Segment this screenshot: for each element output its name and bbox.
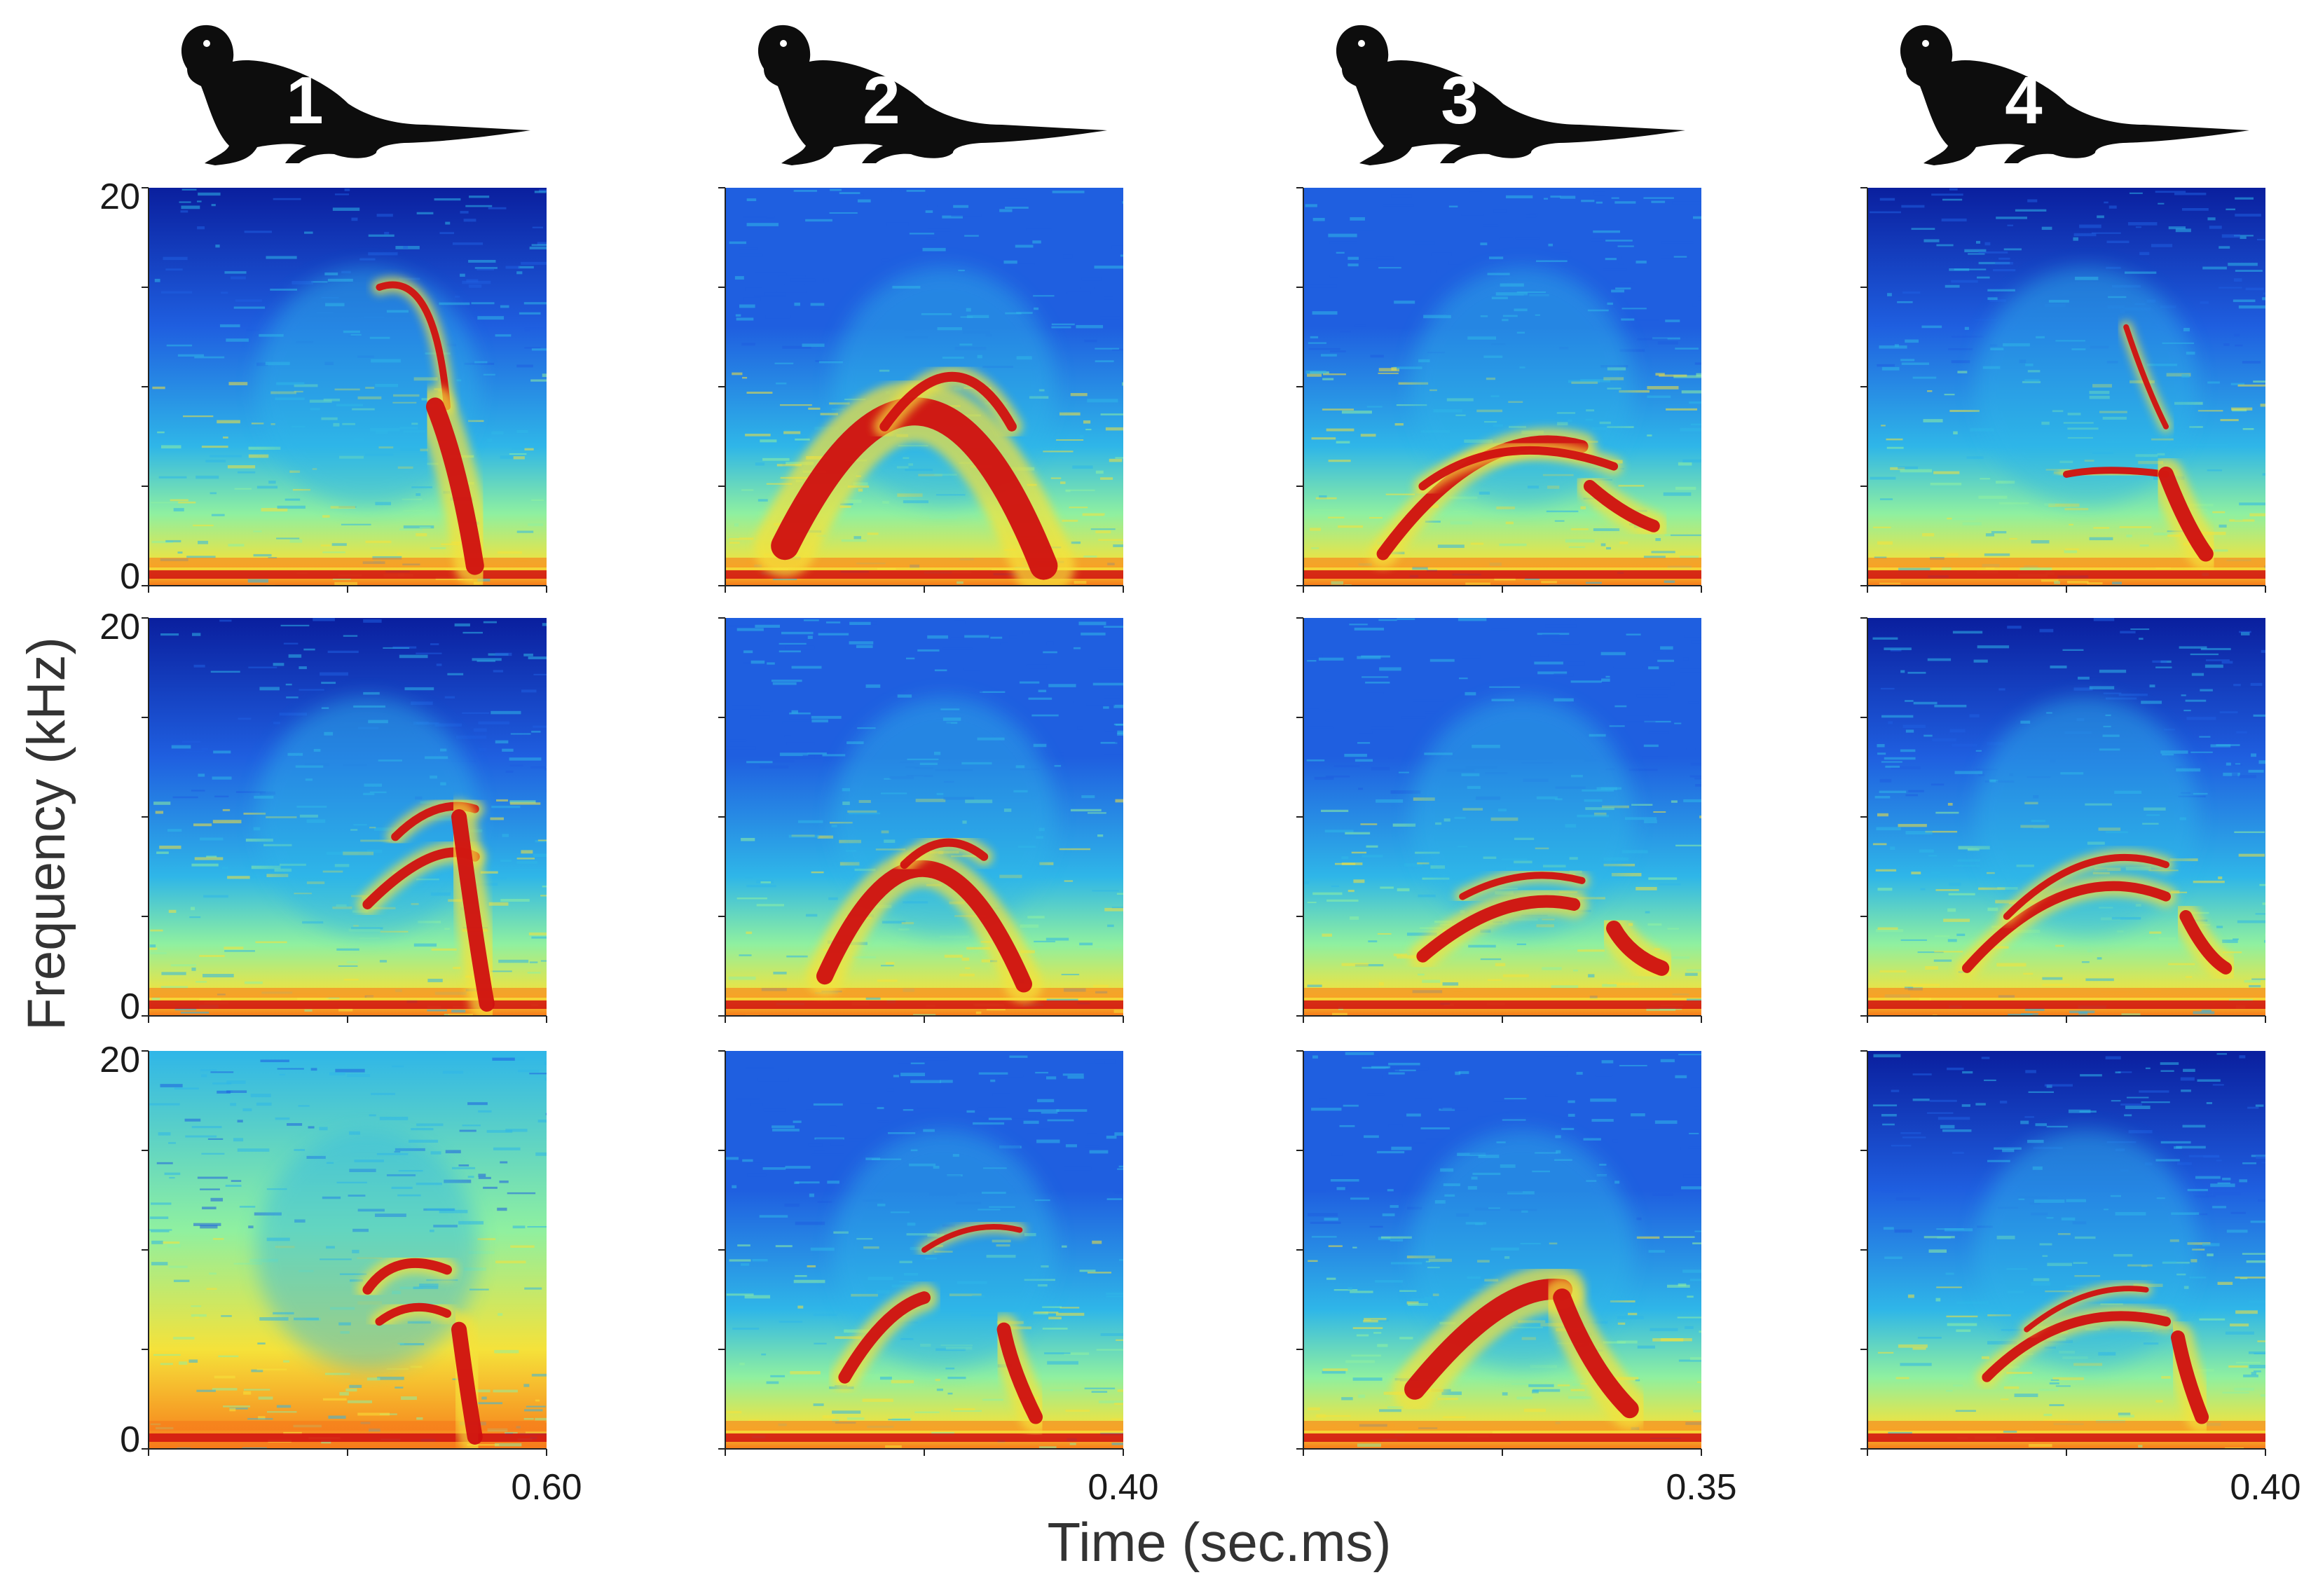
- y-tick-label: 0: [120, 986, 140, 1027]
- spectrogram-panel: [1296, 617, 1702, 1023]
- individual-number: 1: [286, 63, 323, 138]
- y-tick-label: 20: [100, 607, 140, 647]
- individual-number: 3: [1441, 63, 1478, 138]
- otter-icon: 1: [181, 25, 530, 166]
- spectrogram-panel: [718, 617, 1124, 1023]
- y-tick-label: 0: [120, 556, 140, 597]
- individual-number: 2: [863, 63, 900, 138]
- y-axis-label: Frequency (kHz): [17, 637, 76, 1031]
- y-tick-label: 0: [120, 1419, 140, 1460]
- otter-icon: 4: [1900, 25, 2249, 166]
- spectrogram-panel: [718, 187, 1124, 593]
- spectrogram-panel: 20 0: [100, 607, 547, 1027]
- otter-silhouette: [1336, 25, 1685, 166]
- otter-icon: 2: [757, 25, 1107, 166]
- spectrogram-panel: [718, 1050, 1124, 1456]
- spectrogram-panel: 20 0: [100, 1040, 547, 1460]
- otter-silhouette: [181, 25, 530, 166]
- panels-layer: 20 0 20 0 20 0 0.60 0.40 0.35 0.40: [100, 177, 2300, 1508]
- otter-icon: 3: [1336, 25, 1685, 166]
- spectrogram-panel: [1296, 1050, 1702, 1456]
- y-tick-label: 20: [100, 177, 140, 217]
- spectrogram-panel: [1860, 187, 2266, 593]
- x-tick-label: 0.40: [2230, 1467, 2300, 1508]
- otter-silhouette: [1900, 25, 2249, 166]
- spectrogram-panel: 20 0: [100, 177, 547, 597]
- otter-icons-layer: 1 2 3 4: [181, 25, 2249, 166]
- x-tick-label: 0.60: [511, 1467, 582, 1508]
- y-tick-label: 20: [100, 1040, 140, 1080]
- otter-silhouette: [757, 25, 1107, 166]
- x-axis-label: Time (sec.ms): [1047, 1511, 1391, 1573]
- x-tick-label: 0.40: [1088, 1467, 1158, 1508]
- spectrogram-panel: [1860, 1050, 2266, 1456]
- x-tick-label: 0.35: [1666, 1467, 1736, 1508]
- spectrogram-panel: [1296, 187, 1702, 593]
- spectrogram-panel: [1860, 617, 2266, 1023]
- individual-number: 4: [2005, 63, 2042, 138]
